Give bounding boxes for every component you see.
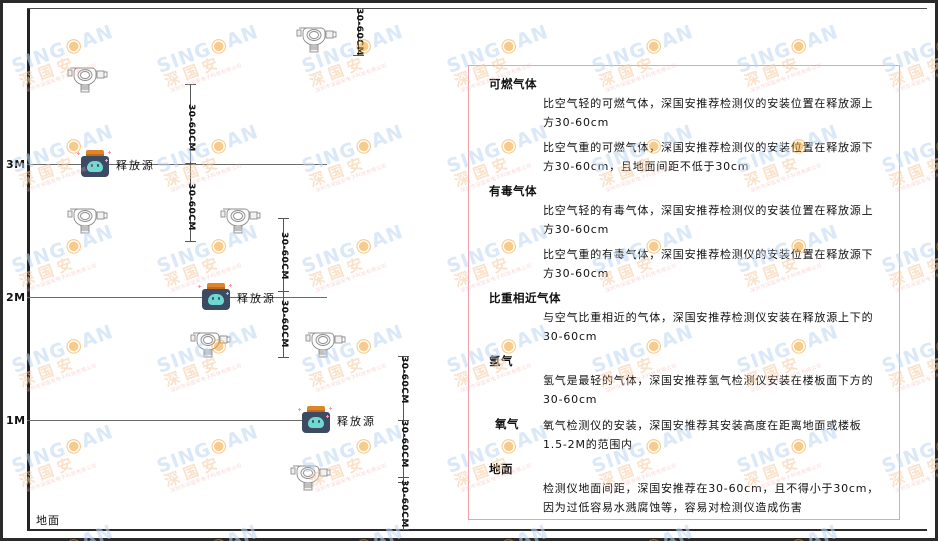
gas-detector-icon xyxy=(290,465,331,491)
guidance-section-title: 地面 xyxy=(489,462,513,476)
release-source-label: 释放源 xyxy=(337,415,376,428)
source-eye-right xyxy=(97,164,99,167)
gas-detector-icon xyxy=(305,332,346,358)
installation-guidance-panel: 可燃气体 比空气轻的可燃气体，深国安推荐检测仪的安装位置在释放源上方30-60cm… xyxy=(468,65,900,520)
source-spark-icon xyxy=(326,415,329,418)
source-cap xyxy=(207,283,225,291)
source-cap xyxy=(307,406,325,414)
guidance-section-body: 与空气比重相近的气体，深国安推荐检测仪安装在释放源上下的30-60cm xyxy=(543,308,885,346)
watermark-dot-icon: ◉ xyxy=(786,31,811,59)
vertical-axis xyxy=(27,8,30,530)
source-eye-right xyxy=(218,297,220,300)
watermark-company: 深圳市深国安电子科技有限公司 xyxy=(894,262,938,295)
guidance-section: 比重相近气体与空气比重相近的气体，深国安推荐检测仪安装在释放源上下的30-60c… xyxy=(483,290,885,346)
watermark-brand-en-suffix: AN xyxy=(803,20,842,53)
source-eye-left xyxy=(212,297,214,300)
panel-content: 可燃气体 比空气轻的可燃气体，深国安推荐检测仪的安装位置在释放源上方30-60cm… xyxy=(469,66,899,517)
gas-release-source-icon xyxy=(198,283,232,311)
source-spark-icon xyxy=(298,408,301,411)
level-line-3m xyxy=(27,164,327,165)
level-line-1m xyxy=(27,420,327,421)
source-spark-icon xyxy=(229,284,232,287)
watermark-brand-en-suffix: AN xyxy=(513,20,552,53)
dimension-label-30-60cm: 30-60CM xyxy=(279,232,289,280)
guidance-section: 氧气 氧气检测仪的安装，深国安推荐其安装高度在距离地面或楼板1.5-2M的范围内 xyxy=(483,416,885,454)
source-face xyxy=(308,417,324,428)
guidance-paragraph: 比空气轻的有毒气体，深国安推荐检测仪的安装位置在释放源上方30-60cm xyxy=(543,204,874,236)
ceiling-line xyxy=(27,8,927,9)
gas-detector-icon xyxy=(190,332,231,358)
dimension-label-30-60cm: 30-60CM xyxy=(399,420,409,468)
dimension-label-30-60cm: 30-60CM xyxy=(279,300,289,348)
watermark-dot-icon: ◉ xyxy=(641,31,666,59)
guidance-paragraph: 比空气轻的可燃气体，深国安推荐检测仪的安装位置在释放源上方30-60cm xyxy=(543,97,874,129)
source-spark-icon xyxy=(108,151,111,154)
gas-detector-icon xyxy=(220,208,261,234)
dimension-label-30-60cm: 30-60CM xyxy=(186,183,196,231)
gas-release-source-icon xyxy=(77,150,111,178)
frame-top-border xyxy=(0,0,938,3)
dimension-label-30-60cm: 30-60CM xyxy=(399,480,409,528)
axis-label-3m: 3M xyxy=(6,158,26,171)
watermark-brand-en-suffix: AN xyxy=(658,20,697,53)
source-face xyxy=(208,294,224,305)
guidance-paragraph: 比空气重的可燃气体，深国安推荐检测仪的安装位置在释放源下方30-60cm，且地面… xyxy=(543,141,874,173)
gas-detector-icon xyxy=(67,208,108,234)
ground-line xyxy=(27,529,927,531)
guidance-section-body: 氢气是最轻的气体，深国安推荐氢气检测仪安装在楼板面下方的30-60cm xyxy=(543,371,885,409)
watermark-company: 深圳市深国安电子科技有限公司 xyxy=(894,162,938,195)
source-eye-left xyxy=(312,420,314,423)
guidance-section-title: 有毒气体 xyxy=(489,184,537,198)
guidance-paragraph: 比空气重的有毒气体，深国安推荐检测仪的安装位置在释放源下方30-60cm xyxy=(543,248,874,280)
gas-detector-icon xyxy=(67,67,108,93)
frame-bottom-border xyxy=(0,538,938,541)
dimension-label-30-60cm: 30-60CM xyxy=(399,356,409,404)
guidance-section: 氢气氢气是最轻的气体，深国安推荐氢气检测仪安装在楼板面下方的30-60cm xyxy=(483,353,885,409)
release-source-label: 释放源 xyxy=(116,159,155,172)
watermark-company: 深圳市深国安电子科技有限公司 xyxy=(894,62,938,95)
guidance-section-body: 氧气检测仪的安装，深国安推荐其安装高度在距离地面或楼板1.5-2M的范围内 xyxy=(543,416,885,454)
source-cap xyxy=(86,150,104,158)
source-eye-left xyxy=(91,164,93,167)
gas-detector-icon xyxy=(296,27,337,53)
watermark-company: 深圳市深国安电子科技有限公司 xyxy=(894,362,938,395)
guidance-section-body: 检测仪地面间距，深国安推荐在30-60cm，且不得小于30cm，因为过低容易水溅… xyxy=(543,479,885,517)
watermark-company: 深圳市深国安电子科技有限公司 xyxy=(894,462,938,495)
axis-label-1m: 1M xyxy=(6,414,26,427)
source-spark-icon xyxy=(198,285,201,288)
ground-label: 地面 xyxy=(36,514,60,527)
gas-release-source-icon xyxy=(298,406,332,434)
guidance-section-body: 比空气轻的有毒气体，深国安推荐检测仪的安装位置在释放源上方30-60cm 比空气重… xyxy=(543,201,885,283)
frame-right-border xyxy=(935,0,938,541)
frame-left-border xyxy=(0,0,3,541)
source-eye-right xyxy=(318,420,320,423)
dimension-label-30-60cm: 30-60CM xyxy=(354,8,364,56)
source-spark-icon xyxy=(77,152,80,155)
guidance-paragraph: 与空气比重相近的气体，深国安推荐检测仪安装在释放源上下的30-60cm xyxy=(543,311,874,343)
guidance-section-title: 氧气 xyxy=(495,417,519,431)
watermark-dot-icon: ◉ xyxy=(496,31,521,59)
source-spark-icon xyxy=(329,407,332,410)
source-face xyxy=(87,161,103,172)
installation-height-diagram: 3M 2M 1M 地面 xyxy=(6,8,927,531)
guidance-section-title: 氢气 xyxy=(489,354,513,368)
guidance-paragraph: 氢气是最轻的气体，深国安推荐氢气检测仪安装在楼板面下方的30-60cm xyxy=(543,374,874,406)
axis-label-2m: 2M xyxy=(6,291,26,304)
guidance-section-title: 可燃气体 xyxy=(489,77,537,91)
guidance-section: 地面检测仪地面间距，深国安推荐在30-60cm，且不得小于30cm，因为过低容易… xyxy=(483,461,885,517)
guidance-paragraph: 氧气检测仪的安装，深国安推荐其安装高度在距离地面或楼板1.5-2M的范围内 xyxy=(543,419,862,451)
level-line-2m xyxy=(27,297,327,298)
guidance-paragraph: 检测仪地面间距，深国安推荐在30-60cm，且不得小于30cm，因为过低容易水溅… xyxy=(543,482,880,514)
guidance-section: 有毒气体 比空气轻的有毒气体，深国安推荐检测仪的安装位置在释放源上方30-60cm… xyxy=(483,183,885,283)
source-spark-icon xyxy=(105,159,108,162)
release-source-label: 释放源 xyxy=(237,292,276,305)
guidance-section-title: 比重相近气体 xyxy=(489,291,561,305)
guidance-section-body: 比空气轻的可燃气体，深国安推荐检测仪的安装位置在释放源上方30-60cm 比空气重… xyxy=(543,94,885,176)
dimension-label-30-60cm: 30-60CM xyxy=(186,104,196,152)
source-spark-icon xyxy=(226,292,229,295)
guidance-section: 可燃气体 比空气轻的可燃气体，深国安推荐检测仪的安装位置在释放源上方30-60cm… xyxy=(483,76,885,176)
